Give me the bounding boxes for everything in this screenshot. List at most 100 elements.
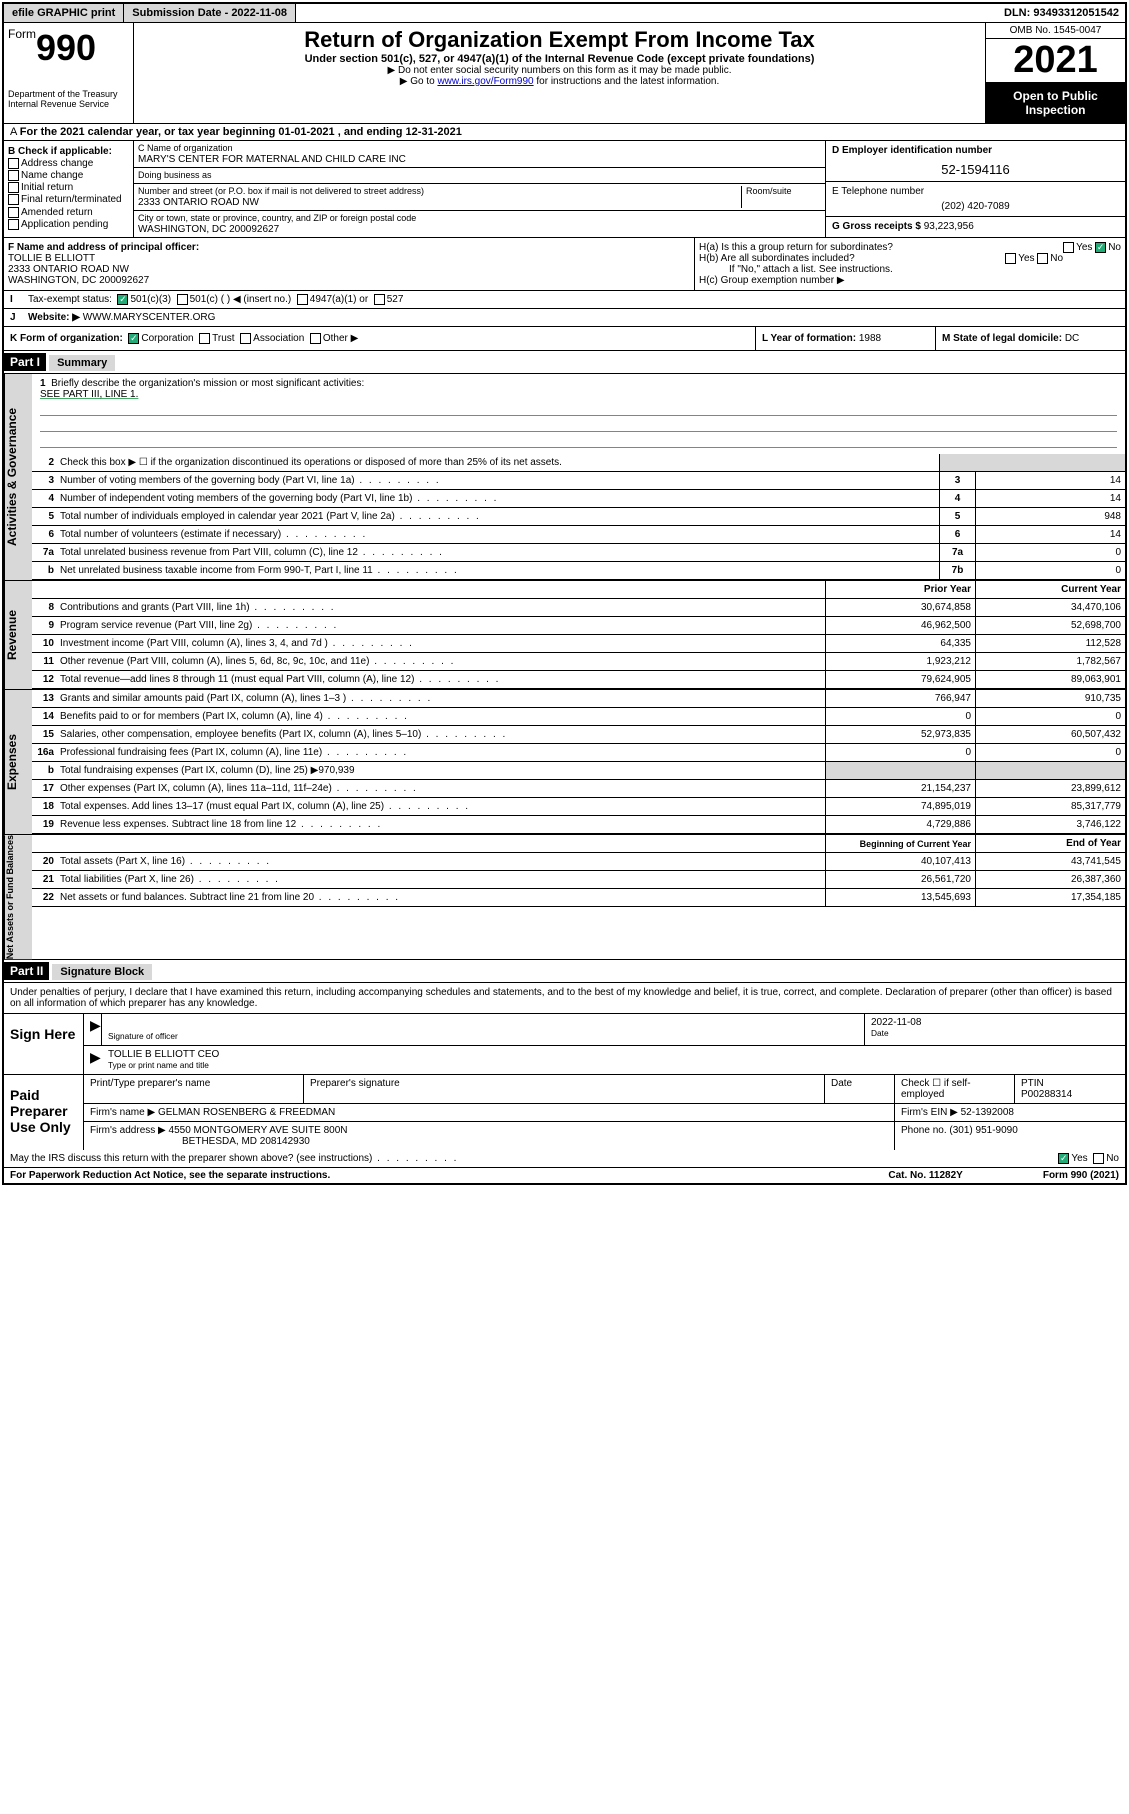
form-header: Form990 Department of the Treasury Inter… — [4, 23, 1125, 124]
firm-phone: (301) 951-9090 — [949, 1125, 1017, 1136]
side-label-expenses: Expenses — [4, 690, 32, 834]
data-line: 8 Contributions and grants (Part VIII, l… — [32, 599, 1125, 617]
city-row: City or town, state or province, country… — [134, 211, 825, 237]
org-name-row: C Name of organization MARY'S CENTER FOR… — [134, 141, 825, 168]
part1-header: Part I Summary — [4, 351, 1125, 374]
check-amended[interactable]: Amended return — [8, 207, 129, 218]
paid-preparer-block: Paid Preparer Use Only Print/Type prepar… — [4, 1074, 1125, 1150]
footer-form-id: Form 990 (2021) — [1043, 1170, 1119, 1181]
row-l: L Year of formation: 1988 — [755, 327, 935, 350]
dba-label: Doing business as — [138, 170, 212, 180]
data-line: 9 Program service revenue (Part VIII, li… — [32, 617, 1125, 635]
officer-addr1: 2333 ONTARIO ROAD NW — [8, 264, 690, 275]
top-toolbar: efile GRAPHIC print Submission Date - 20… — [4, 4, 1125, 23]
header-right-block: OMB No. 1545-0047 2021 Open to Public In… — [985, 23, 1125, 123]
domicile-state: DC — [1065, 333, 1079, 344]
k-trust-check[interactable] — [199, 333, 210, 344]
paid-preparer-content: Print/Type preparer's name Preparer's si… — [84, 1075, 1125, 1150]
column-header-row-2: Beginning of Current Year End of Year — [32, 835, 1125, 853]
mission-num: 1 — [40, 378, 46, 389]
firm-addr-cell: Firm's address ▶ 4550 MONTGOMERY AVE SUI… — [84, 1122, 895, 1150]
current-value: 0 — [975, 744, 1125, 761]
line-box: 4 — [939, 490, 975, 507]
sign-here-content: ▶ Signature of officer 2022-11-08Date ▶ … — [84, 1014, 1125, 1074]
j-label: J — [10, 312, 28, 323]
i-501c-check[interactable] — [177, 294, 188, 305]
hb-yes-check[interactable] — [1005, 253, 1016, 264]
j-text: Website: ▶ — [28, 312, 80, 323]
line-value: 948 — [975, 508, 1125, 525]
check-app-pending[interactable]: Application pending — [8, 219, 129, 230]
k-corp-check[interactable] — [128, 333, 139, 344]
prior-value: 79,624,905 — [825, 671, 975, 688]
gov-line: b Net unrelated business taxable income … — [32, 562, 1125, 580]
efile-button[interactable]: efile GRAPHIC print — [4, 4, 124, 22]
firm-name-row: Firm's name ▶ GELMAN ROSENBERG & FREEDMA… — [84, 1104, 1125, 1122]
date-label: Date — [871, 1028, 889, 1038]
ha-yes-check[interactable] — [1063, 242, 1074, 253]
form-number: 990 — [36, 27, 96, 68]
sig-officer-row: ▶ Signature of officer 2022-11-08Date — [84, 1014, 1125, 1046]
discuss-no-check[interactable] — [1093, 1153, 1104, 1164]
check-address-change[interactable]: Address change — [8, 158, 129, 169]
line-box: 3 — [939, 472, 975, 489]
ein-row: D Employer identification number 52-1594… — [826, 141, 1125, 182]
line-value: 14 — [975, 490, 1125, 507]
phone-value: (202) 420-7089 — [832, 201, 1119, 212]
mission-value: SEE PART III, LINE 1. — [40, 389, 138, 400]
section-fh: F Name and address of principal officer:… — [4, 238, 1125, 291]
officer-name: TOLLIE B ELLIOTT — [8, 253, 690, 264]
hb-no-check[interactable] — [1037, 253, 1048, 264]
prep-sig-label: Preparer's signature — [304, 1075, 825, 1103]
data-line: 16a Professional fundraising fees (Part … — [32, 744, 1125, 762]
k-other-check[interactable] — [310, 333, 321, 344]
data-line: b Total fundraising expenses (Part IX, c… — [32, 762, 1125, 780]
check-name-change[interactable]: Name change — [8, 170, 129, 181]
current-value: 112,528 — [975, 635, 1125, 652]
self-employed-check[interactable]: Check ☐ if self-employed — [895, 1075, 1015, 1103]
instructions-link[interactable]: www.irs.gov/Form990 — [437, 76, 533, 87]
hb-note: If "No," attach a list. See instructions… — [699, 264, 1121, 275]
data-line: 20 Total assets (Part X, line 16) 40,107… — [32, 853, 1125, 871]
check-final-return[interactable]: Final return/terminated — [8, 194, 129, 205]
gov-line: 4 Number of independent voting members o… — [32, 490, 1125, 508]
form-page: efile GRAPHIC print Submission Date - 20… — [2, 2, 1127, 1185]
prior-value: 26,561,720 — [825, 871, 975, 888]
i-501c3-check[interactable] — [117, 294, 128, 305]
current-value: 0 — [975, 708, 1125, 725]
prior-value: 21,154,237 — [825, 780, 975, 797]
ha-no-check[interactable] — [1095, 242, 1106, 253]
ein-label: D Employer identification number — [832, 145, 1119, 156]
check-initial-return[interactable]: Initial return — [8, 182, 129, 193]
i-4947-check[interactable] — [297, 294, 308, 305]
discuss-checks: Yes No — [1058, 1153, 1119, 1164]
current-value: 89,063,901 — [975, 671, 1125, 688]
name-title-label: Type or print name and title — [108, 1060, 209, 1070]
officer-name-title: TOLLIE B ELLIOTT CEO — [108, 1049, 219, 1060]
street-address: 2333 ONTARIO ROAD NW — [138, 197, 259, 208]
form-word: Form — [8, 27, 36, 41]
line-value: 0 — [975, 544, 1125, 561]
line-value: 0 — [975, 562, 1125, 579]
page-footer: For Paperwork Reduction Act Notice, see … — [4, 1167, 1125, 1183]
prior-value: 52,973,835 — [825, 726, 975, 743]
k-assoc-check[interactable] — [240, 333, 251, 344]
firm-ein-cell: Firm's EIN ▶ 52-1392008 — [895, 1104, 1125, 1121]
dln-label: DLN: 93493312051542 — [998, 5, 1125, 21]
firm-name: GELMAN ROSENBERG & FREEDMAN — [158, 1107, 335, 1118]
prior-value: 766,947 — [825, 690, 975, 707]
firm-phone-cell: Phone no. (301) 951-9090 — [895, 1122, 1125, 1150]
section-h: H(a) Is this a group return for subordin… — [695, 238, 1125, 290]
header-title-block: Return of Organization Exempt From Incom… — [134, 23, 985, 123]
website-value: WWW.MARYSCENTER.ORG — [83, 312, 216, 323]
mission-rule — [40, 434, 1117, 448]
line-value: 14 — [975, 472, 1125, 489]
i-527-check[interactable] — [374, 294, 385, 305]
data-line: 17 Other expenses (Part IX, column (A), … — [32, 780, 1125, 798]
firm-name-cell: Firm's name ▶ GELMAN ROSENBERG & FREEDMA… — [84, 1104, 895, 1121]
current-value: 17,354,185 — [975, 889, 1125, 906]
discuss-yes-check[interactable] — [1058, 1153, 1069, 1164]
officer-addr2: WASHINGTON, DC 200092627 — [8, 275, 690, 286]
part1-title: Summary — [49, 355, 115, 371]
governance-content: 1 Briefly describe the organization's mi… — [32, 374, 1125, 580]
